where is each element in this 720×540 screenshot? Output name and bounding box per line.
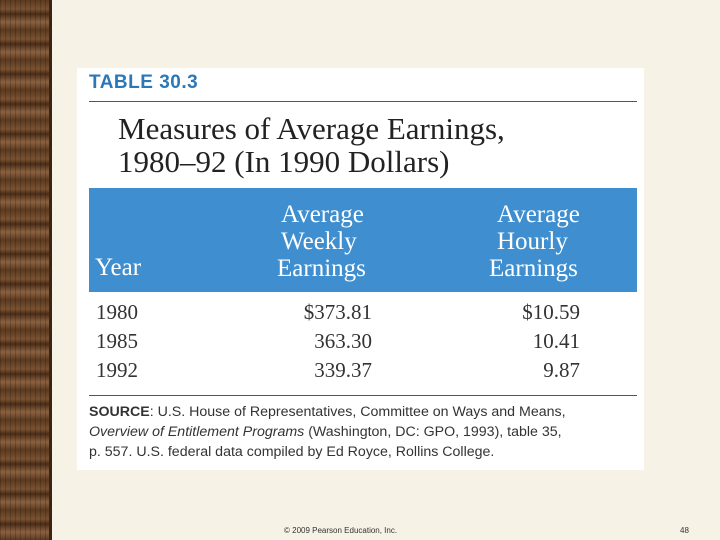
- column-header-weekly-line-2: Weekly: [281, 228, 357, 255]
- table-title: Measures of Average Earnings, 1980–92 (I…: [118, 112, 618, 178]
- copyright-footer: © 2009 Pearson Education, Inc.: [284, 526, 398, 535]
- cell-year: 1980: [96, 300, 138, 324]
- source-text-3: p. 557. U.S. federal data compiled by Ed…: [89, 444, 495, 460]
- source-text-2: (Washington, DC: GPO, 1993), table 35,: [304, 424, 562, 440]
- table-source-note: SOURCE: U.S. House of Representatives, C…: [89, 402, 629, 462]
- cell-year: 1992: [96, 358, 138, 382]
- column-header-year: Year: [95, 254, 142, 281]
- cell-hourly-earnings: 9.87: [543, 358, 580, 382]
- cell-weekly-earnings: 339.37: [314, 358, 372, 382]
- column-header-weekly-line-3: Earnings: [277, 255, 366, 282]
- column-header-hourly-line-3: Earnings: [489, 255, 578, 282]
- cell-hourly-earnings: $10.59: [522, 300, 580, 324]
- source-text-1: : U.S. House of Representatives, Committ…: [149, 404, 566, 420]
- column-header-hourly-earnings: Average Hourly Earnings: [489, 201, 580, 282]
- table-title-line-1: Measures of Average Earnings,: [118, 111, 505, 146]
- table-figure: TABLE 30.3 Measures of Average Earnings,…: [77, 68, 644, 470]
- slide: TABLE 30.3 Measures of Average Earnings,…: [52, 0, 720, 540]
- table-title-line-2: 1980–92 (In 1990 Dollars): [118, 144, 450, 179]
- table-header-row: Year Average Weekly Earnings Average Hou…: [89, 188, 637, 292]
- decorative-side-border: [0, 0, 52, 540]
- page-number: 48: [680, 526, 689, 535]
- table-body: 1980 $373.81 $10.59 1985 363.30 10.41 19…: [89, 300, 637, 387]
- table-row: 1985 363.30 10.41: [89, 329, 637, 358]
- table-label-divider: [89, 101, 637, 102]
- cell-hourly-earnings: 10.41: [532, 329, 580, 353]
- source-divider: [89, 395, 637, 396]
- cell-weekly-earnings: $373.81: [303, 300, 372, 324]
- column-header-hourly-line-1: Average: [497, 201, 580, 228]
- cell-year: 1985: [96, 329, 138, 353]
- column-header-hourly-line-2: Hourly: [497, 228, 568, 255]
- column-header-weekly-line-1: Average: [281, 201, 364, 228]
- table-row: 1980 $373.81 $10.59: [89, 300, 637, 329]
- table-number-label: TABLE 30.3: [89, 72, 199, 93]
- cell-weekly-earnings: 363.30: [314, 329, 372, 353]
- table-row: 1992 339.37 9.87: [89, 358, 637, 387]
- column-header-weekly-earnings: Average Weekly Earnings: [277, 201, 366, 282]
- source-publication-title: Overview of Entitlement Programs: [89, 424, 305, 440]
- source-lead: SOURCE: [89, 404, 150, 420]
